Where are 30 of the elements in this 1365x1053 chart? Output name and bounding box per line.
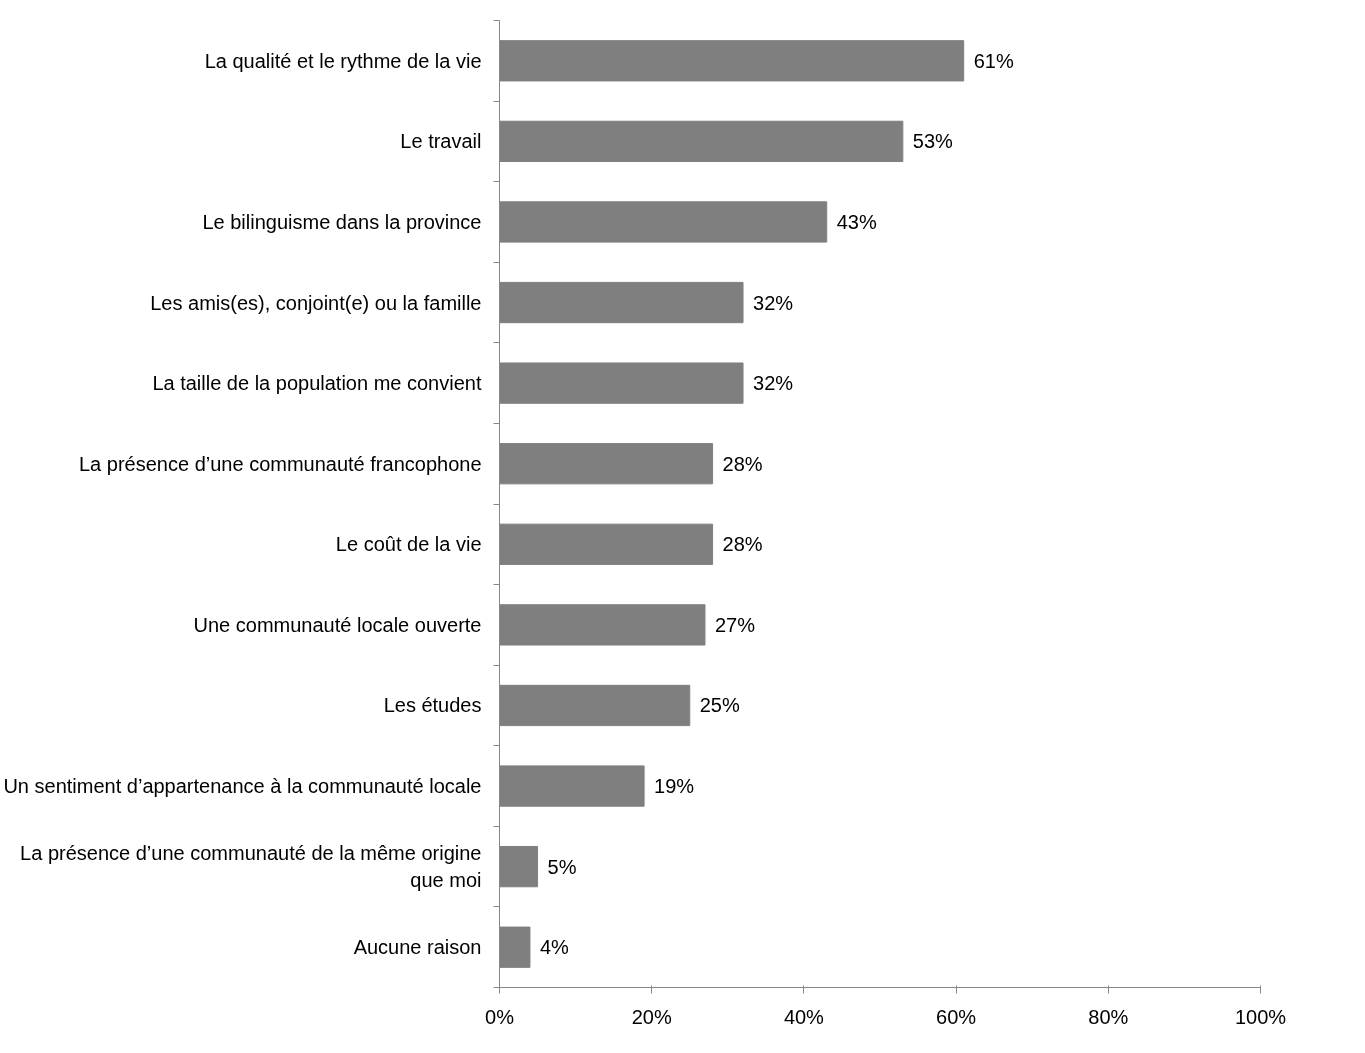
y-tick-label: Le coût de la vie	[335, 533, 482, 556]
x-tick-label: 100%	[1234, 1005, 1287, 1028]
y-tick-label: La taille de la population me convient	[152, 372, 482, 395]
x-tick-label: 60%	[936, 1005, 977, 1028]
y-tick-label: La présence d’une communauté de la même origine que moi	[20, 842, 482, 891]
y-tick-label: La présence d’une communauté francophone	[79, 452, 482, 475]
data-label: 5%	[547, 855, 577, 878]
y-tick-label: Le bilinguisme dans la province	[202, 210, 482, 233]
data-label: 27%	[714, 613, 756, 636]
x-tick-label: 0%	[485, 1005, 515, 1028]
y-tick-label: La qualité et le rythme de la vie	[204, 49, 482, 72]
y-tick-label: Les études	[383, 694, 482, 717]
y-tick-label: Le travail	[400, 130, 482, 153]
data-label: 28%	[722, 533, 763, 556]
x-tick-label: 80%	[1088, 1005, 1129, 1028]
y-tick-label: Aucune raison	[353, 936, 482, 959]
x-tick-label: 20%	[631, 1005, 672, 1028]
data-label: 43%	[836, 210, 877, 233]
data-label: 61%	[973, 49, 1014, 72]
data-label: 53%	[912, 130, 954, 153]
y-tick-label: Un sentiment d’appartenance à la communauté locale	[3, 775, 482, 798]
x-tick-label: 40%	[783, 1005, 825, 1028]
data-label: 32%	[753, 372, 794, 395]
data-label: 19%	[654, 775, 695, 798]
data-label: 28%	[722, 452, 763, 475]
data-label: 25%	[699, 694, 740, 717]
data-label: 32%	[753, 291, 794, 314]
y-tick-label: Une communauté locale ouverte	[193, 613, 482, 636]
y-tick-label: Les amis(es), conjoint(e) ou la famille	[150, 291, 482, 314]
data-label: 4%	[539, 936, 570, 959]
